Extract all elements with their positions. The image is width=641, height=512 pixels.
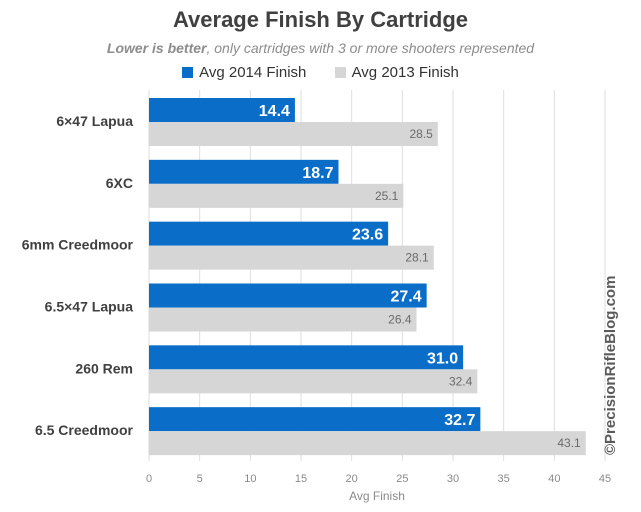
chart-title: Average Finish By Cartridge xyxy=(172,7,469,32)
x-tick-label-15: 15 xyxy=(295,473,307,485)
data-label-2013-6mm-creedmoor: 28.1 xyxy=(405,251,429,265)
x-axis-label: Avg Finish xyxy=(349,489,405,503)
category-label-6-5-creedmoor: 6.5 Creedmoor xyxy=(35,422,134,438)
legend-swatch-2013 xyxy=(334,67,346,78)
category-label-6-47-lapua: 6×47 Lapua xyxy=(56,113,133,129)
x-tick-label-45: 45 xyxy=(599,473,611,485)
x-tick-label-5: 5 xyxy=(197,473,203,485)
chart-subtitle: Lower is better, only cartridges with 3 … xyxy=(0,40,641,56)
bar-2013-6mm-creedmoor xyxy=(149,245,434,270)
subtitle-emphasis: Lower is better xyxy=(106,40,207,56)
legend-swatch-2014 xyxy=(182,67,194,78)
bar-2014-6-5-47-lapua xyxy=(149,283,427,308)
bar-2013-6xc xyxy=(149,183,404,208)
x-tick-label-40: 40 xyxy=(548,473,560,485)
x-tick-label-35: 35 xyxy=(498,473,510,485)
bar-2013-6-5-creedmoor xyxy=(149,431,586,456)
legend-label-2014: Avg 2014 Finish xyxy=(199,64,307,81)
data-label-2014-6-47-lapua: 14.4 xyxy=(259,103,290,120)
bar-2014-260-rem xyxy=(149,345,464,370)
x-tick-label-10: 10 xyxy=(244,473,256,485)
bar-2013-6-47-lapua xyxy=(149,122,438,146)
data-label-2013-6-5-creedmoor: 43.1 xyxy=(557,436,581,450)
data-label-2013-6-5-47-lapua: 26.4 xyxy=(388,313,412,327)
legend: Avg 2014 Finish Avg 2013 Finish xyxy=(0,64,641,81)
data-label-2014-6mm-creedmoor: 23.6 xyxy=(352,227,383,244)
bar-2014-6mm-creedmoor xyxy=(149,221,389,246)
bar-2013-6-5-47-lapua xyxy=(149,307,417,332)
bar-2014-6-47-lapua xyxy=(149,98,295,122)
legend-item-2013: Avg 2013 Finish xyxy=(334,64,459,81)
bar-2013-260-rem xyxy=(149,369,478,394)
bar-2014-6xc xyxy=(149,159,339,184)
x-tick-label-20: 20 xyxy=(346,473,358,485)
data-label-2013-260-rem: 32.4 xyxy=(449,374,473,388)
x-tick-label-30: 30 xyxy=(447,473,459,485)
watermark: ©PrecisionRifleBlog.com xyxy=(602,275,619,455)
category-label-6xc: 6XC xyxy=(106,175,133,191)
category-label-260-rem: 260 Rem xyxy=(75,360,133,376)
data-label-2014-6-5-creedmoor: 32.7 xyxy=(444,412,475,429)
subtitle-rest: , only cartridges with 3 or more shooter… xyxy=(206,40,535,56)
bar-2014-6-5-creedmoor xyxy=(149,407,481,432)
legend-label-2013: Avg 2013 Finish xyxy=(351,64,459,81)
data-label-2014-260-rem: 31.0 xyxy=(427,350,458,367)
category-label-6-5-47-lapua: 6.5×47 Lapua xyxy=(45,298,134,314)
data-label-2014-6-5-47-lapua: 27.4 xyxy=(391,289,422,306)
x-tick-label-25: 25 xyxy=(396,473,408,485)
data-label-2014-6xc: 18.7 xyxy=(302,165,333,182)
data-label-2013-6xc: 25.1 xyxy=(375,189,399,203)
x-tick-label-0: 0 xyxy=(146,473,152,485)
category-label-6mm-creedmoor: 6mm Creedmoor xyxy=(22,237,134,253)
data-label-2013-6-47-lapua: 28.5 xyxy=(409,127,433,141)
legend-item-2014: Avg 2014 Finish xyxy=(182,64,306,81)
